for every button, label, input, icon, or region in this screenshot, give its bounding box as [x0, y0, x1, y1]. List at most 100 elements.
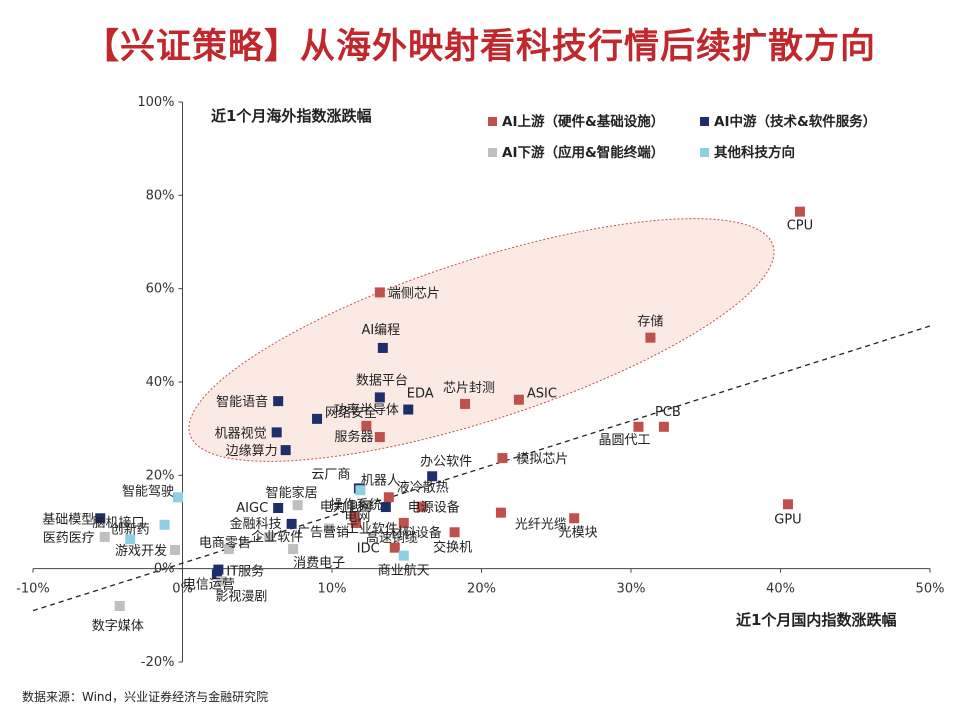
- legend-marker-upstream: [488, 117, 497, 126]
- legend-marker-downstream: [488, 148, 497, 157]
- point-AI编程: [377, 342, 388, 353]
- point-机器人: [355, 485, 366, 496]
- point-label: 液冷散热: [397, 480, 449, 495]
- y-tick-label: 20%: [146, 468, 175, 483]
- y-tick-label: 60%: [146, 282, 175, 297]
- point-模拟芯片: [497, 453, 508, 464]
- point-label: 电力电网: [320, 500, 372, 515]
- point-液冷散热: [383, 492, 394, 503]
- point-芯片封测: [460, 398, 471, 409]
- point-label: 存储: [637, 315, 663, 330]
- point-label: 模拟芯片: [516, 452, 568, 467]
- y-tick-label: 80%: [146, 188, 175, 203]
- x-tick-label: 30%: [617, 582, 646, 597]
- point-label: 脑机接口: [93, 515, 145, 531]
- point-高速铜缆: [350, 517, 361, 528]
- point-电网: [349, 510, 360, 521]
- point-label: 操作系统: [330, 497, 382, 513]
- y-tick-label: 40%: [146, 375, 175, 390]
- point-label: 消费电子: [293, 556, 345, 571]
- point-label: AIGC: [236, 501, 268, 516]
- legend-label-downstream: AI下游（应用&智能终端）: [502, 144, 664, 161]
- page-title: 【兴证策略】从海外映射看科技行情后续扩散方向: [83, 27, 876, 67]
- point-影视漫剧: [216, 576, 227, 587]
- point-功率半导体: [361, 420, 372, 431]
- point-label: 光纤光缆: [515, 517, 567, 533]
- point-label: 机器视觉: [215, 426, 267, 441]
- point-label: 网络安全: [325, 405, 377, 421]
- point-label: 办公软件: [420, 454, 472, 469]
- point-端侧芯片: [374, 287, 385, 298]
- point-交换机: [449, 527, 460, 538]
- point-label: IDC: [357, 542, 380, 557]
- point-label: 基础模型: [42, 512, 94, 527]
- point-label: GPU: [774, 512, 801, 527]
- point-label: 高速铜缆: [366, 530, 418, 546]
- point-label: 创新药: [111, 521, 150, 537]
- point-label: ASIC: [527, 387, 557, 402]
- x-axis-title: 近1个月国内指数涨跌幅: [736, 611, 896, 629]
- data-source-note: 数据来源：Wind，兴业证券经济与金融研究院: [22, 690, 269, 704]
- point-label: CPU: [787, 219, 813, 234]
- point-游戏开发: [170, 545, 181, 555]
- point-label: PCB: [655, 405, 681, 420]
- point-label: 数字媒体: [92, 619, 144, 634]
- point-IDC: [389, 542, 400, 553]
- point-label: 智能驾驶: [122, 484, 174, 499]
- legend-label-midstream: AI中游（技术&软件服务）: [714, 113, 876, 130]
- point-label: AI编程: [361, 323, 400, 338]
- point-企业软件: [264, 531, 275, 542]
- point-label: 电商零售: [199, 535, 251, 551]
- point-电信运营: [211, 569, 222, 580]
- point-存储: [645, 332, 656, 343]
- point-脑机接口: [159, 519, 170, 530]
- point-创新药: [125, 534, 136, 545]
- point-消费电子: [288, 544, 299, 555]
- point-医药医疗: [99, 531, 110, 542]
- point-电源设备: [416, 501, 427, 512]
- point-晶圆代工: [633, 421, 644, 432]
- point-金融科技: [286, 518, 297, 529]
- point-数字媒体: [114, 601, 125, 611]
- x-tick-label: 40%: [766, 582, 795, 597]
- y-axis-title: 近1个月海外指数涨跌幅: [211, 107, 371, 125]
- point-label: 芯片封测: [443, 381, 495, 396]
- y-tick-label: -20%: [141, 655, 175, 670]
- point-label: 工业软件: [346, 522, 398, 537]
- x-tick-label: 20%: [467, 582, 496, 597]
- x-tick-label: 10%: [318, 582, 347, 597]
- point-label: 影视漫剧: [215, 589, 267, 604]
- point-label: 电源设备: [408, 500, 460, 516]
- point-AIGC: [273, 503, 284, 513]
- y-tick-label: 100%: [137, 95, 174, 110]
- point-label: 云厂商: [311, 467, 350, 482]
- legend-marker-midstream: [700, 117, 709, 126]
- point-label: 电网: [344, 510, 370, 525]
- point-CPU: [794, 206, 805, 217]
- point-label: 电信运营: [183, 577, 235, 592]
- point-EDA: [403, 404, 414, 415]
- x-tick-label: -10%: [16, 582, 50, 597]
- point-商业航天: [398, 550, 409, 561]
- point-广告营销: [324, 523, 335, 534]
- point-label: 医药医疗: [43, 531, 95, 546]
- point-GPU: [782, 499, 793, 510]
- point-label: 光模块: [559, 525, 598, 540]
- point-智能语音: [273, 396, 284, 407]
- point-网络安全: [312, 413, 323, 424]
- point-光模块: [569, 513, 580, 524]
- point-PCB: [658, 421, 669, 432]
- legend-label-upstream: AI上游（硬件&基础设施）: [502, 113, 664, 130]
- point-操作系统: [362, 500, 373, 511]
- point-label: 材料设备: [390, 525, 442, 541]
- point-基础模型: [95, 513, 106, 524]
- point-label: 商业航天: [378, 563, 430, 579]
- point-label: 机器人: [361, 473, 400, 488]
- point-光纤光缆: [495, 507, 506, 518]
- point-label: IT服务: [226, 564, 264, 580]
- point-边缘算力: [280, 445, 291, 456]
- legend: AI上游（硬件&基础设施） AI中游（技术&软件服务） AI下游（应用&智能终端） 其…: [488, 113, 876, 161]
- point-label: 智能语音: [216, 394, 268, 410]
